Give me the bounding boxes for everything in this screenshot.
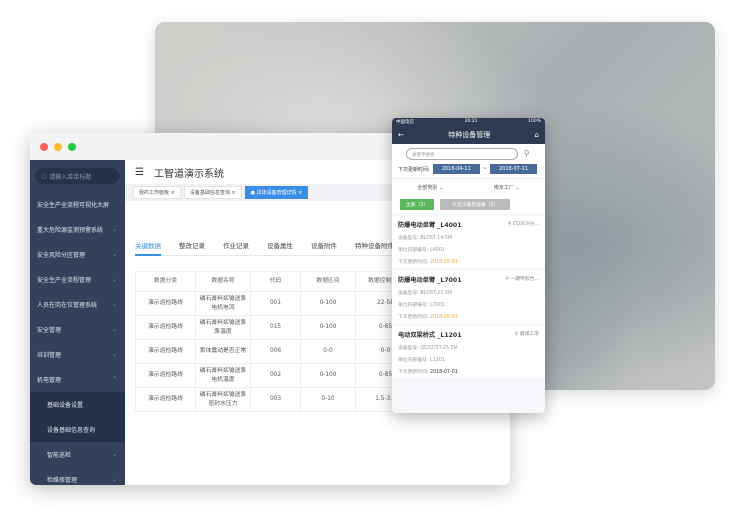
column-header: 数据区间 bbox=[300, 271, 356, 292]
table-cell: 006 bbox=[250, 339, 301, 364]
table-cell: 磷石膏料浆输送泵电机电流 bbox=[195, 291, 251, 316]
home-icon[interactable]: ⌂ bbox=[534, 131, 539, 139]
menu-item[interactable]: 安全风险分区管理 ⌄ bbox=[37, 251, 117, 259]
minimize-dot[interactable] bbox=[54, 142, 62, 151]
table-cell: 015 bbox=[250, 315, 301, 340]
table-cell: 演示巡检路线 bbox=[135, 315, 196, 340]
table-row: 演示巡检路线 泵体震动是否正常 006 0-0 0-0 bbox=[135, 339, 416, 364]
sub-tab[interactable]: 作业记录 bbox=[223, 242, 249, 250]
menu-item[interactable]: 基础设备设置 bbox=[30, 392, 125, 417]
overdue-filter-button[interactable]: 只显示临检设备（2） bbox=[440, 199, 511, 210]
menu-item[interactable]: 安全生产全流程管理 ⌄ bbox=[37, 276, 117, 284]
equipment-card[interactable]: 电动双梁桥式 _L1201 ⚲ 磨煤工序 设备型号: QD32/5T-25.5M … bbox=[392, 326, 545, 378]
chevron-down-icon: ⌄ bbox=[111, 351, 117, 358]
table-cell: 演示巡检路线 bbox=[135, 387, 196, 412]
column-header: 代码 bbox=[250, 271, 301, 292]
table-cell: 演示巡检路线 bbox=[135, 339, 196, 364]
open-tab[interactable]: ● 具体设备管理详情 × bbox=[244, 186, 309, 199]
equipment-card[interactable]: 防爆电动单臂 _L4001 ⚲ CO深冷分... 设备型号: BLDST-14.5… bbox=[392, 216, 545, 268]
back-arrow-icon[interactable]: ← bbox=[398, 131, 404, 139]
column-header: 数据名称 bbox=[195, 271, 251, 292]
sub-tab[interactable]: 设备属性 bbox=[267, 242, 293, 250]
mobile-title: 特种设备管理 bbox=[448, 131, 491, 139]
table-cell: 泵体震动是否正常 bbox=[195, 339, 251, 364]
factory-filter[interactable]: 南京工厂 ⌄ bbox=[493, 185, 520, 191]
table-cell: 0-100 bbox=[300, 291, 356, 316]
table-cell: 0-100 bbox=[300, 315, 356, 340]
table-cell: 001 bbox=[250, 291, 301, 316]
table-cell: 演示巡检路线 bbox=[135, 291, 196, 316]
date-from[interactable]: 2018-04-11 bbox=[432, 164, 480, 174]
sub-tab[interactable]: 特种设备附件 bbox=[355, 242, 394, 250]
menu-item[interactable]: 人员在岗在位管理系统 ⌄ bbox=[37, 301, 117, 309]
mobile-search-input[interactable]: 关键字搜索 bbox=[406, 148, 518, 160]
location-pin-icon: ⚲ bbox=[505, 277, 509, 282]
chevron-down-icon: ⌄ bbox=[111, 301, 117, 308]
chevron-down-icon: ⌄ bbox=[111, 251, 117, 258]
menu-item[interactable]: 设备基础信息查询 bbox=[30, 417, 125, 442]
location-pin-icon: ⚲ bbox=[507, 222, 512, 227]
menu-item[interactable]: 机电管理 ^ bbox=[37, 376, 117, 384]
search-icon[interactable]: ⚲ bbox=[523, 149, 530, 158]
table-row: 演示巡检路线 磷石膏料浆输送泵电机温度 002 0-100 0-85 bbox=[135, 363, 416, 388]
sidebar: ○ 请输入菜单标题 安全生产全流程可视化大屏 重大危险源监测预警系统 ⌄ 安全风险分区管… bbox=[30, 160, 125, 485]
close-icon[interactable]: × bbox=[298, 190, 303, 196]
type-filter[interactable]: 全部类别 ⌄ bbox=[417, 185, 444, 191]
table-cell: 0-10 bbox=[300, 387, 356, 412]
status-bar: 中国电信 20:21 100% bbox=[392, 118, 545, 126]
chevron-up-icon: ^ bbox=[111, 376, 117, 383]
table-cell: 磷石膏料浆输送泵泵温度 bbox=[195, 315, 251, 340]
search-icon: ○ bbox=[41, 172, 47, 180]
table-cell: 003 bbox=[250, 387, 301, 412]
chevron-down-icon: ⌄ bbox=[111, 226, 117, 233]
menu-item[interactable]: 安全生产全流程可视化大屏 bbox=[37, 202, 110, 209]
maximize-dot[interactable] bbox=[68, 142, 76, 151]
all-button[interactable]: 全部（3） bbox=[400, 199, 435, 210]
table-cell: 0-0 bbox=[300, 339, 356, 364]
menu-item[interactable]: 培训管理 ⌄ bbox=[37, 351, 117, 359]
location-pin-icon: ⚲ bbox=[514, 332, 519, 337]
table-cell: 磷石膏料浆输送泵密封水压力 bbox=[195, 387, 251, 412]
key-data-table: 数据分类 数据名称 代码 数据区间 数据控制区间 演示巡检路线 磷石膏料浆输送泵电机电流 00… bbox=[135, 271, 416, 412]
sub-tabs: 关键数据 整改记录 作业记录 设备属性 设备附件 特种设备附件 bbox=[135, 240, 435, 256]
chevron-down-icon: ⌄ bbox=[111, 326, 117, 333]
chevron-down-icon: ⌄ bbox=[111, 276, 117, 283]
app-title: 工智道演示系统 bbox=[153, 168, 224, 180]
mobile-screen: 中国电信 20:21 100% ← 特种设备管理 ⌂ 关键字搜索 ⚲ 下次更新时间:… bbox=[392, 118, 545, 413]
date-to[interactable]: 2018-07-11 bbox=[489, 164, 538, 174]
table-row: 演示巡检路线 磷石膏料浆输送泵电机电流 001 0-100 22-58 bbox=[135, 291, 416, 316]
table-cell: 002 bbox=[250, 363, 301, 388]
table-cell: 磷石膏料浆输送泵电机温度 bbox=[195, 363, 251, 388]
chevron-down-icon: ⌄ bbox=[111, 451, 117, 458]
table-cell: 0-100 bbox=[300, 363, 356, 388]
table-row: 演示巡检路线 磷石膏料浆输送泵泵温度 015 0-100 0-65 bbox=[135, 315, 416, 340]
table-row: 演示巡检路线 磷石膏料浆输送泵密封水压力 003 0-10 1.5-3.5 bbox=[135, 387, 416, 412]
sub-tab[interactable]: 整改记录 bbox=[179, 242, 205, 250]
chevron-down-icon: ⌄ bbox=[111, 476, 117, 483]
hamburger-icon[interactable]: ☰ bbox=[135, 166, 144, 178]
equipment-card[interactable]: 防爆电动单臂 _L7001 ⚲ 一期甲醇合... 设备型号: BLDST-22.5… bbox=[392, 271, 545, 323]
open-tab[interactable]: 我的工作面板 × bbox=[133, 186, 181, 199]
close-dot[interactable] bbox=[40, 142, 48, 151]
menu-item[interactable]: 智能巡检 ⌄ bbox=[47, 451, 117, 459]
mobile-nav: ← 特种设备管理 ⌂ bbox=[392, 126, 545, 144]
sub-tab[interactable]: 设备附件 bbox=[311, 242, 337, 250]
sub-tab[interactable]: 关键数据 bbox=[135, 240, 161, 256]
menu-item[interactable]: 重大危险源监测预警系统 ⌄ bbox=[37, 226, 117, 234]
menu-item[interactable]: 安全管理 ⌄ bbox=[37, 326, 117, 334]
table-cell: 演示巡检路线 bbox=[135, 363, 196, 388]
close-icon[interactable]: × bbox=[231, 190, 236, 196]
menu-search-input[interactable]: ○ 请输入菜单标题 bbox=[35, 168, 120, 184]
open-tab[interactable]: 设备基础信息查询 × bbox=[183, 186, 242, 199]
menu-item[interactable]: 检维修管理 ⌄ bbox=[47, 476, 117, 484]
column-header: 数据分类 bbox=[135, 271, 196, 292]
close-icon[interactable]: × bbox=[170, 190, 175, 196]
